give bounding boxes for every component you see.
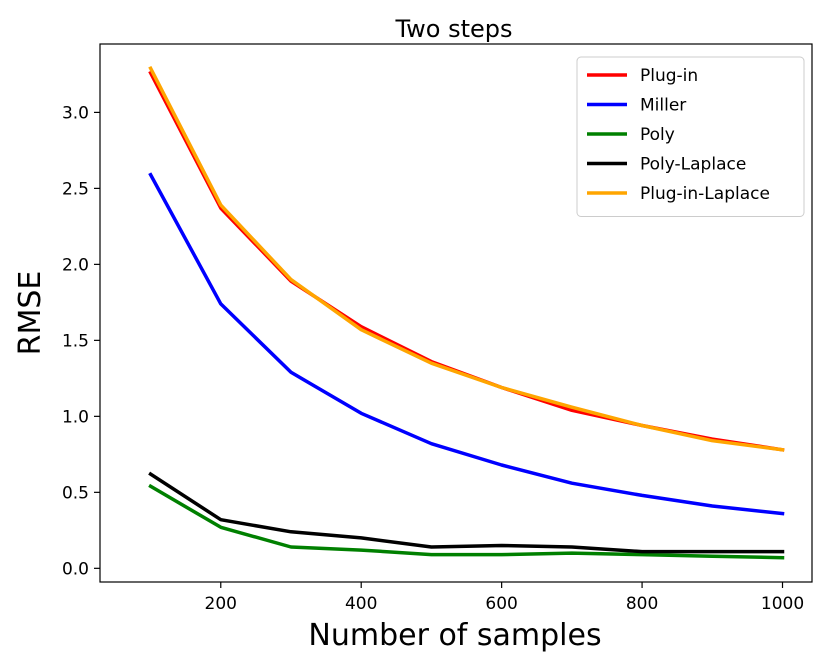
x-tick-label: 400 — [345, 594, 377, 614]
x-axis: 200 400 600 800 1000 — [205, 582, 804, 614]
x-axis-label: Number of samples — [308, 618, 601, 653]
legend-label: Plug-in — [640, 66, 698, 86]
y-axis-label: RMSE — [13, 271, 48, 356]
legend-label: Poly-Laplace — [640, 155, 746, 175]
y-tick-label: 2.0 — [62, 255, 89, 275]
legend: Plug-in Miller Poly Poly-Laplace Plug-in-Lap… — [576, 56, 805, 217]
y-tick-label: 0.0 — [62, 559, 89, 579]
x-tick-label: 1000 — [761, 594, 804, 614]
legend-label: Plug-in-Laplace — [640, 184, 770, 204]
x-tick-label: 600 — [485, 594, 517, 614]
series-line-poly-laplace — [148, 471, 785, 554]
plot-frame — [99, 43, 813, 583]
chart-title: Two steps — [394, 15, 512, 43]
legend-label: Miller — [640, 96, 686, 116]
series-line-poly — [148, 483, 785, 560]
y-tick-label: 2.5 — [62, 179, 89, 199]
y-tick-label: 1.5 — [62, 331, 89, 351]
series-line-miller — [148, 172, 785, 516]
plot-area — [99, 43, 813, 583]
legend-label: Poly — [640, 125, 675, 145]
legend-box — [576, 56, 805, 217]
y-tick-label: 0.5 — [62, 483, 89, 503]
series-line-plug-in-laplace — [148, 65, 785, 452]
y-tick-label: 3.0 — [62, 103, 89, 123]
x-tick-label: 800 — [626, 594, 658, 614]
y-tick-label: 1.0 — [62, 407, 89, 427]
y-axis: 0.0 0.5 1.0 1.5 2.0 2.5 3.0 — [62, 103, 100, 579]
x-tick-label: 200 — [205, 594, 237, 614]
